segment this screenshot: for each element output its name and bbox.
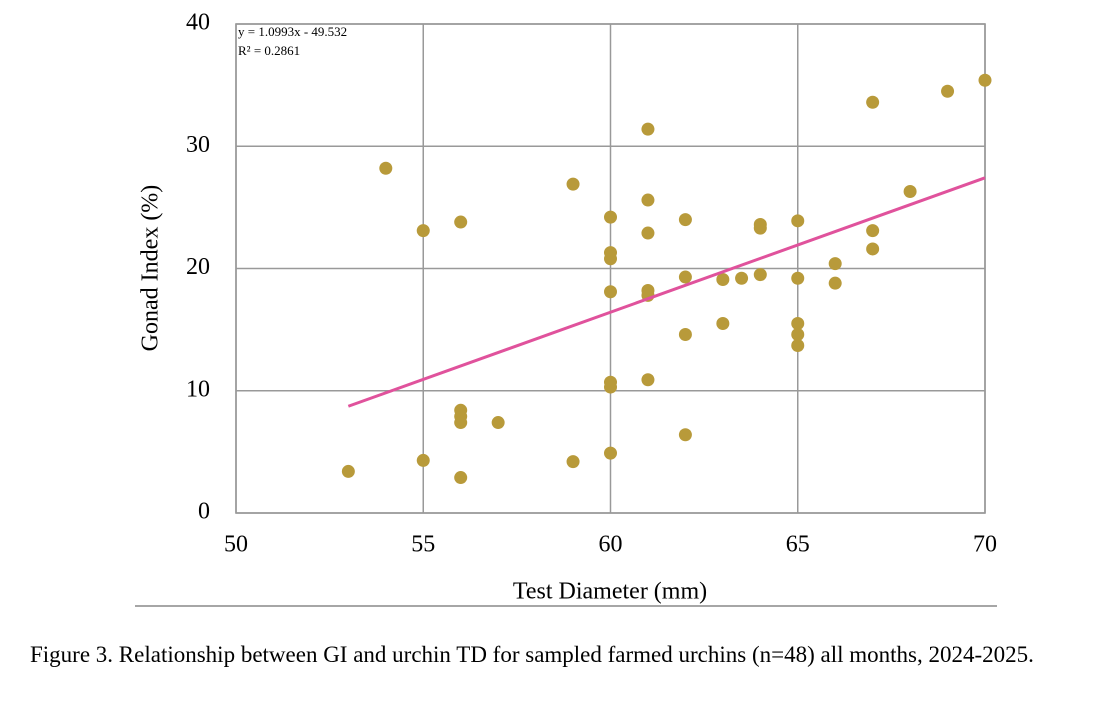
- y-tick-label: 40: [186, 10, 210, 36]
- x-tick-label: 65: [786, 532, 810, 558]
- x-axis-title: Test Diameter (mm): [513, 579, 707, 605]
- data-point: [791, 271, 805, 285]
- data-point: [716, 273, 730, 287]
- chart: Test Diameter (mm) Gonad Index (%) y = 1…: [135, 10, 997, 607]
- y-tick-label: 20: [186, 254, 210, 280]
- data-point: [454, 471, 468, 485]
- data-point: [941, 84, 955, 98]
- data-point: [341, 464, 355, 478]
- trendline: [347, 176, 986, 408]
- data-point: [566, 177, 580, 191]
- data-point: [866, 224, 880, 238]
- y-tick-label: 10: [186, 376, 210, 402]
- data-point: [678, 328, 692, 342]
- data-point: [791, 214, 805, 228]
- data-point: [753, 221, 767, 235]
- trendline-r-squared: R² = 0.2861: [238, 43, 300, 58]
- data-point: [641, 193, 655, 207]
- data-point: [866, 242, 880, 256]
- data-point: [604, 380, 617, 394]
- data-point: [791, 328, 805, 342]
- data-point: [678, 428, 692, 442]
- data-point: [828, 257, 842, 271]
- data-point: [678, 270, 692, 284]
- data-point: [716, 317, 730, 331]
- data-point: [735, 271, 749, 285]
- data-point: [641, 373, 655, 387]
- data-point: [828, 276, 842, 290]
- data-point: [604, 252, 617, 266]
- data-point: [866, 95, 880, 109]
- data-point: [753, 268, 767, 282]
- trendline-equation: y = 1.0993x - 49.532: [238, 24, 347, 39]
- data-point: [604, 210, 617, 224]
- y-tick-label: 0: [198, 499, 210, 525]
- data-point: [604, 285, 617, 299]
- x-tick-label: 55: [411, 532, 435, 558]
- data-point: [566, 455, 580, 469]
- data-point: [903, 184, 917, 198]
- data-point: [604, 446, 617, 460]
- x-tick-label: 60: [599, 532, 623, 558]
- data-point: [791, 339, 805, 353]
- data-point: [678, 213, 692, 227]
- data-point: [379, 161, 393, 175]
- data-point: [416, 224, 430, 238]
- data-point: [416, 453, 430, 467]
- data-point: [641, 122, 655, 136]
- data-point: [978, 73, 992, 87]
- data-point: [791, 317, 805, 331]
- data-point: [454, 416, 468, 430]
- y-axis-title: Gonad Index (%): [138, 185, 164, 352]
- x-tick-label: 70: [973, 532, 997, 558]
- x-tick-label: 50: [224, 532, 248, 558]
- data-point: [491, 416, 505, 430]
- data-point: [641, 226, 655, 240]
- data-point: [454, 215, 468, 229]
- y-tick-label: 30: [186, 132, 210, 158]
- figure-caption: Figure 3. Relationship between GI and ur…: [30, 642, 1034, 667]
